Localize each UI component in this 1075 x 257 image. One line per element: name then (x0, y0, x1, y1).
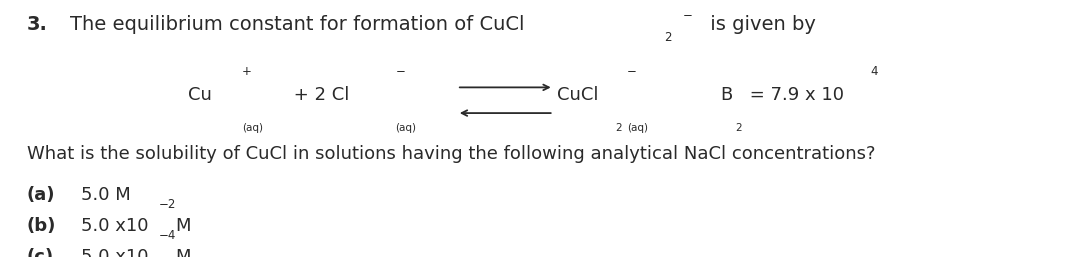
Text: 3.: 3. (27, 15, 47, 34)
Text: is given by: is given by (704, 15, 816, 34)
Text: = 7.9 x 10: = 7.9 x 10 (744, 86, 844, 104)
Text: What is the solubility of CuCl in solutions having the following analytical NaCl: What is the solubility of CuCl in soluti… (27, 145, 875, 163)
Text: −: − (627, 65, 636, 78)
Text: (aq): (aq) (242, 123, 263, 133)
Text: M: M (175, 248, 190, 257)
Text: Cu: Cu (188, 86, 212, 104)
Text: The equilibrium constant for formation of CuCl: The equilibrium constant for formation o… (70, 15, 525, 34)
Text: + 2 Cl: + 2 Cl (288, 86, 349, 104)
Text: 2: 2 (615, 123, 621, 133)
Text: 2: 2 (735, 123, 742, 133)
Text: CuCl: CuCl (557, 86, 599, 104)
Text: (aq): (aq) (396, 123, 417, 133)
Text: 4: 4 (871, 65, 878, 78)
Text: (aq): (aq) (627, 123, 648, 133)
Text: (c): (c) (27, 248, 54, 257)
Text: 5.0 M: 5.0 M (81, 187, 130, 205)
Text: 5.0 x10: 5.0 x10 (81, 248, 148, 257)
Text: 5.0 x10: 5.0 x10 (81, 217, 148, 235)
Text: 2: 2 (664, 31, 672, 44)
Text: −: − (683, 9, 692, 22)
Text: −2: −2 (159, 198, 176, 211)
Text: B: B (720, 86, 732, 104)
Text: (a): (a) (27, 187, 56, 205)
Text: −: − (396, 65, 405, 78)
Text: M: M (175, 217, 190, 235)
Text: −4: −4 (159, 229, 176, 242)
Text: +: + (242, 65, 252, 78)
Text: (b): (b) (27, 217, 56, 235)
